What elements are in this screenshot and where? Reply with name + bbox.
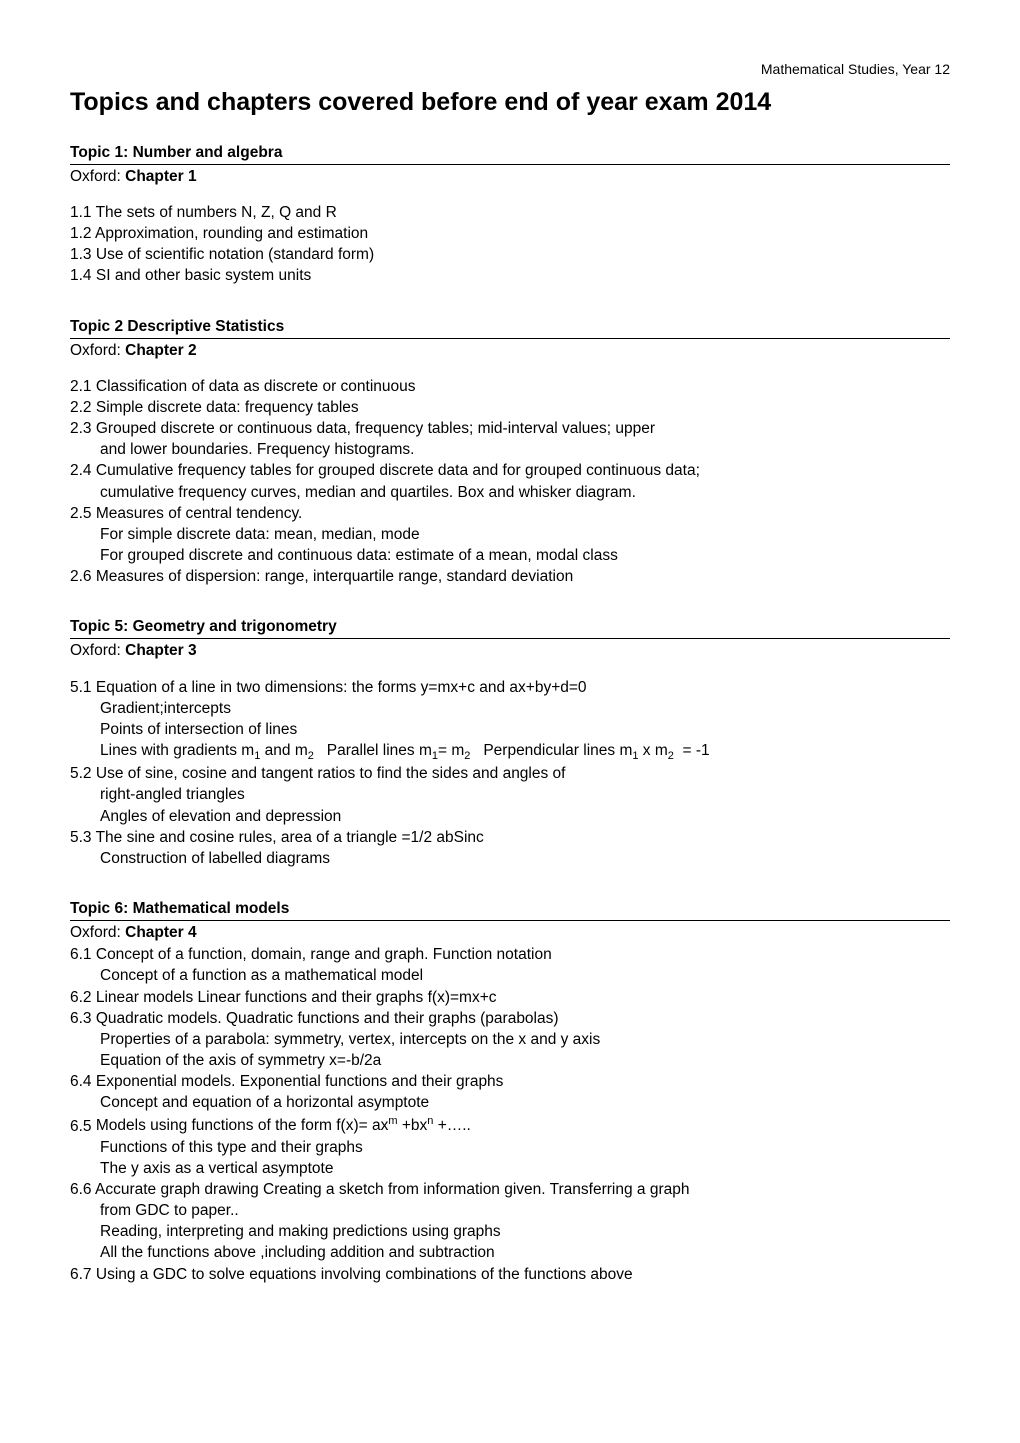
topic-item-continuation: Construction of labelled diagrams [70, 849, 950, 869]
topic-item-continuation: right-angled triangles [70, 785, 950, 805]
topic-item: 6.4 Exponential models. Exponential func… [70, 1072, 950, 1092]
topic-item: 1.2 Approximation, rounding and estimati… [70, 224, 950, 244]
topic-item: 2.6 Measures of dispersion: range, inter… [70, 567, 950, 587]
topic-item-continuation: Angles of elevation and depression [70, 807, 950, 827]
topic-item: 6.7 Using a GDC to solve equations invol… [70, 1265, 950, 1285]
topic-item: 1.4 SI and other basic system units [70, 266, 950, 286]
topic-item-continuation: Functions of this type and their graphs [70, 1138, 950, 1158]
topic-item: 5.1 Equation of a line in two dimensions… [70, 678, 950, 698]
topic-item-continuation: Lines with gradients m1 and m2 Parallel … [70, 741, 950, 763]
oxford-chapter: Oxford: Chapter 4 [70, 923, 950, 943]
topic-item-continuation: The y axis as a vertical asymptote [70, 1159, 950, 1179]
topic-section: Topic 6: Mathematical modelsOxford: Chap… [70, 899, 950, 1285]
oxford-chapter: Oxford: Chapter 3 [70, 641, 950, 661]
topic-item-continuation: Concept and equation of a horizontal asy… [70, 1093, 950, 1113]
topic-item-continuation: For grouped discrete and continuous data… [70, 546, 950, 566]
topic-section: Topic 2 Descriptive StatisticsOxford: Ch… [70, 317, 950, 588]
topic-item: 6.5 Models using functions of the form f… [70, 1114, 950, 1136]
topic-heading: Topic 1: Number and algebra [70, 143, 950, 165]
topic-item: 2.5 Measures of central tendency. [70, 504, 950, 524]
topic-item: 5.2 Use of sine, cosine and tangent rati… [70, 764, 950, 784]
topic-item: 6.2 Linear models Linear functions and t… [70, 988, 950, 1008]
topic-item-continuation: All the functions above ,including addit… [70, 1243, 950, 1263]
oxford-chapter: Oxford: Chapter 1 [70, 167, 950, 187]
topic-item-continuation: For simple discrete data: mean, median, … [70, 525, 950, 545]
topic-item-continuation: Equation of the axis of symmetry x=-b/2a [70, 1051, 950, 1071]
topic-item-continuation: and lower boundaries. Frequency histogra… [70, 440, 950, 460]
topic-item: 1.3 Use of scientific notation (standard… [70, 245, 950, 265]
topic-item: 2.2 Simple discrete data: frequency tabl… [70, 398, 950, 418]
topic-heading: Topic 6: Mathematical models [70, 899, 950, 921]
topic-item-continuation: cumulative frequency curves, median and … [70, 483, 950, 503]
topic-item-continuation: Properties of a parabola: symmetry, vert… [70, 1030, 950, 1050]
topic-item-continuation: Concept of a function as a mathematical … [70, 966, 950, 986]
topic-item-continuation: Reading, interpreting and making predict… [70, 1222, 950, 1242]
topic-item: 6.6 Accurate graph drawing Creating a sk… [70, 1180, 950, 1200]
topic-item: 1.1 The sets of numbers N, Z, Q and R [70, 203, 950, 223]
oxford-chapter: Oxford: Chapter 2 [70, 341, 950, 361]
topic-item: 2.4 Cumulative frequency tables for grou… [70, 461, 950, 481]
topic-section: Topic 5: Geometry and trigonometryOxford… [70, 617, 950, 869]
topic-item-continuation: Gradient;intercepts [70, 699, 950, 719]
topic-section: Topic 1: Number and algebraOxford: Chapt… [70, 143, 950, 287]
topic-item: 2.1 Classification of data as discrete o… [70, 377, 950, 397]
topic-item-continuation: Points of intersection of lines [70, 720, 950, 740]
topic-heading: Topic 2 Descriptive Statistics [70, 317, 950, 339]
page-header-course: Mathematical Studies, Year 12 [70, 60, 950, 78]
topic-item: 5.3 The sine and cosine rules, area of a… [70, 828, 950, 848]
page-title: Topics and chapters covered before end o… [70, 86, 950, 119]
topic-item: 2.3 Grouped discrete or continuous data,… [70, 419, 950, 439]
topic-item: 6.3 Quadratic models. Quadratic function… [70, 1009, 950, 1029]
topic-item: 6.1 Concept of a function, domain, range… [70, 945, 950, 965]
topic-item-continuation: from GDC to paper.. [70, 1201, 950, 1221]
topic-heading: Topic 5: Geometry and trigonometry [70, 617, 950, 639]
